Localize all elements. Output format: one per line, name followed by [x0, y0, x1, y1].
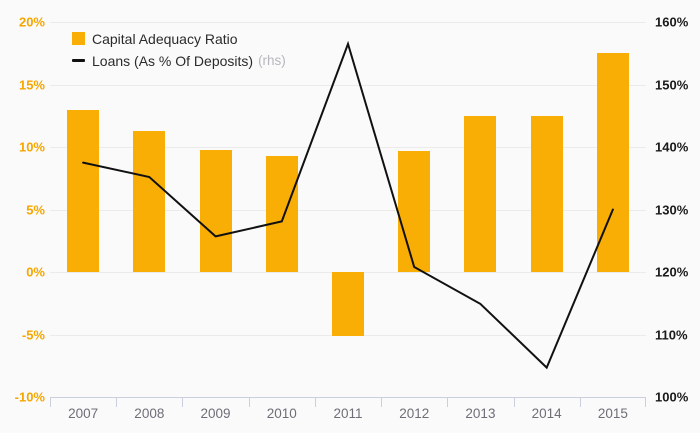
plot-area — [50, 22, 646, 398]
bar-2012 — [398, 150, 431, 272]
legend-item-capital-adequacy: Capital Adequacy Ratio — [72, 30, 286, 47]
x-axis-label-2010: 2010 — [266, 406, 297, 421]
right-axis-label: 120% — [655, 264, 689, 280]
x-axis-label-2013: 2013 — [465, 406, 496, 421]
x-axis-tick — [182, 398, 184, 407]
bar-2010 — [265, 155, 298, 272]
x-axis-tick — [314, 398, 316, 407]
bar-2011 — [332, 272, 364, 336]
left-axis-label: 5% — [26, 202, 45, 217]
bar-2014 — [530, 115, 563, 272]
legend-item-loans: Loans (As % Of Deposits) (rhs) — [72, 52, 286, 69]
left-axis-label: -5% — [21, 327, 45, 342]
x-axis-tick — [248, 398, 250, 407]
bar-2013 — [464, 115, 497, 272]
gridline — [50, 22, 646, 23]
x-axis-tick — [645, 398, 646, 407]
gridline — [50, 209, 646, 211]
x-axis-tick — [579, 398, 581, 407]
legend-label: Loans (As % Of Deposits) — [92, 52, 254, 69]
left-axis-label: 0% — [26, 264, 45, 280]
x-axis-tick — [116, 398, 118, 407]
x-axis-tick — [50, 398, 51, 407]
bar-2008 — [133, 130, 166, 272]
legend-rhs-suffix: (rhs) — [258, 53, 286, 68]
legend: Capital Adequacy Ratio Loans (As % Of De… — [72, 30, 286, 74]
x-axis-tick — [381, 398, 383, 407]
left-axis-label: -10% — [14, 389, 45, 405]
bar-2007 — [67, 109, 100, 272]
left-axis-label: 20% — [18, 14, 45, 30]
x-axis-label-2008: 2008 — [134, 406, 165, 421]
x-axis-label-2014: 2014 — [531, 406, 562, 421]
right-axis-label: 130% — [655, 202, 689, 217]
x-axis-label-2011: 2011 — [333, 406, 363, 421]
legend-label: Capital Adequacy Ratio — [92, 30, 238, 47]
x-axis-label-2009: 2009 — [200, 406, 231, 421]
x-axis-label-2015: 2015 — [597, 406, 628, 421]
bar-swatch-icon — [72, 32, 85, 45]
x-axis-tick — [513, 398, 515, 407]
left-axis-label: 15% — [18, 77, 45, 92]
bar-2009 — [199, 149, 232, 272]
x-axis-label-2012: 2012 — [399, 406, 430, 421]
x-axis-label-2007: 2007 — [68, 406, 99, 421]
loans-line — [82, 40, 614, 370]
x-axis-tick — [447, 398, 449, 407]
gridline — [50, 147, 646, 148]
right-axis-label: 150% — [655, 77, 689, 92]
gridline — [50, 84, 646, 86]
right-axis-label: 110% — [655, 327, 688, 342]
right-axis-label: 100% — [655, 389, 689, 405]
line-swatch-icon — [72, 59, 85, 62]
left-axis-label: 10% — [18, 139, 45, 155]
right-axis-label: 140% — [655, 139, 689, 155]
right-axis-label: 160% — [655, 14, 689, 30]
